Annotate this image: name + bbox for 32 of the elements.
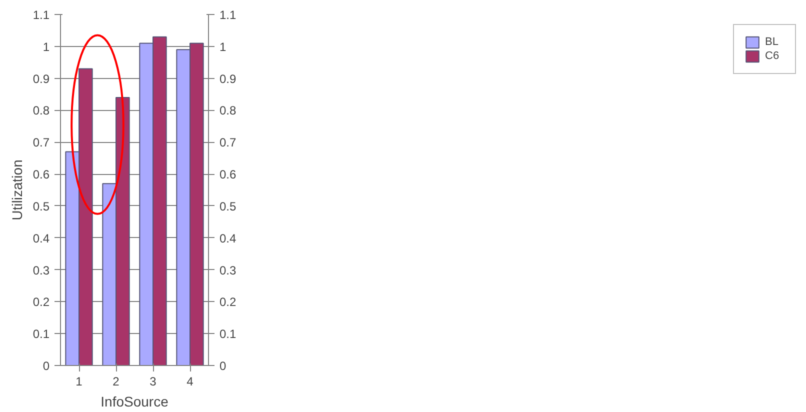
- y-tick-label: 1.1: [32, 8, 50, 22]
- y2-tick-label: 0: [220, 359, 226, 373]
- y-tick-label: 1: [42, 40, 50, 54]
- y2-tick-label: 0.5: [220, 199, 237, 214]
- y-tick-label: 0.4: [32, 231, 50, 246]
- y-tick-label: 0.6: [32, 168, 50, 182]
- y-tick-label: 0.7: [32, 136, 50, 150]
- y-tick-label: 0: [42, 359, 50, 373]
- y2-tick-label: 0.8: [220, 104, 237, 118]
- y2-tick-label: 0.9: [220, 72, 237, 86]
- x-tick-label: 1: [76, 374, 83, 388]
- y-tick-label: 0.2: [32, 295, 50, 310]
- y-tick-label: 0.5: [32, 199, 50, 214]
- legend-label: C6: [765, 50, 780, 62]
- y2-tick-label: 0.7: [220, 136, 237, 150]
- y-tick-label: 0.8: [32, 104, 50, 118]
- y2-tick-label: 0.4: [220, 231, 237, 246]
- x-tick-label: 4: [186, 374, 194, 388]
- y-tick-label: 0.3: [32, 263, 50, 278]
- y2-tick-label: 0.2: [220, 295, 237, 310]
- x-tick-label: 2: [112, 374, 120, 388]
- y-tick-label: 0.1: [32, 327, 50, 342]
- legend-label: BL: [765, 36, 780, 48]
- y-tick-label: 0.9: [32, 72, 50, 86]
- y-axis-title: Utilization: [8, 160, 25, 220]
- y2-tick-label: 0.3: [220, 263, 237, 278]
- x-tick-label: 3: [150, 374, 157, 388]
- y2-tick-label: 0.1: [220, 327, 237, 342]
- y2-tick-label: 0.6: [220, 168, 237, 182]
- y2-tick-label: 1: [220, 40, 226, 54]
- x-axis-title: InfoSource: [100, 394, 169, 410]
- y2-tick-label: 1.1: [220, 8, 237, 22]
